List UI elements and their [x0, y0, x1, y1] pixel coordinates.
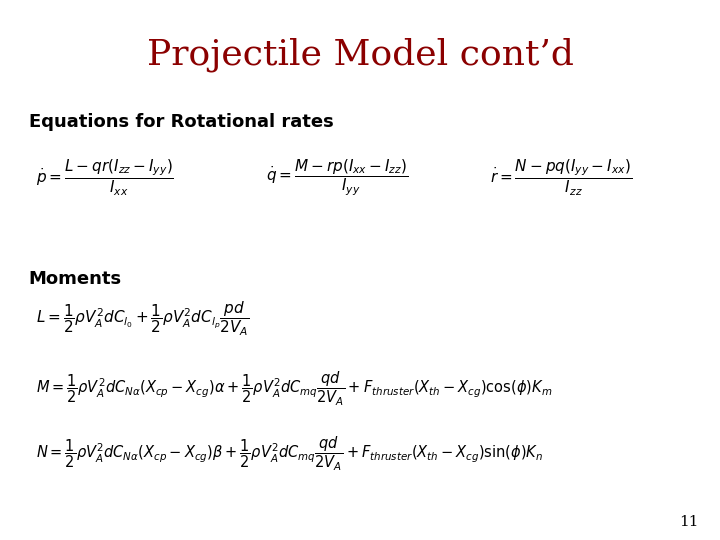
- Text: Projectile Model cont’d: Projectile Model cont’d: [147, 38, 573, 72]
- Text: $N = \dfrac{1}{2}\rho V_A^2 d C_{N\alpha}(X_{cp} - X_{cg})\beta + \dfrac{1}{2}\r: $N = \dfrac{1}{2}\rho V_A^2 d C_{N\alpha…: [36, 435, 544, 472]
- Text: $\dot{p} = \dfrac{L - qr(I_{zz} - I_{yy})}{I_{xx}}$: $\dot{p} = \dfrac{L - qr(I_{zz} - I_{yy}…: [36, 158, 174, 198]
- Text: Equations for Rotational rates: Equations for Rotational rates: [29, 113, 333, 131]
- Text: $L = \dfrac{1}{2}\rho V_A^2 d C_{l_0} + \dfrac{1}{2}\rho V_A^2 d C_{l_p} \dfrac{: $L = \dfrac{1}{2}\rho V_A^2 d C_{l_0} + …: [36, 299, 250, 338]
- Text: Moments: Moments: [29, 270, 122, 288]
- Text: $M = \dfrac{1}{2}\rho V_A^2 d C_{N\alpha}(X_{cp} - X_{cg})\alpha + \dfrac{1}{2}\: $M = \dfrac{1}{2}\rho V_A^2 d C_{N\alpha…: [36, 370, 552, 408]
- Text: $\dot{q} = \dfrac{M - rp(I_{xx} - I_{zz})}{I_{yy}}$: $\dot{q} = \dfrac{M - rp(I_{xx} - I_{zz}…: [266, 158, 409, 198]
- Text: 11: 11: [679, 515, 698, 529]
- Text: $\dot{r} = \dfrac{N - pq(I_{yy} - I_{xx})}{I_{zz}}$: $\dot{r} = \dfrac{N - pq(I_{yy} - I_{xx}…: [490, 158, 632, 198]
